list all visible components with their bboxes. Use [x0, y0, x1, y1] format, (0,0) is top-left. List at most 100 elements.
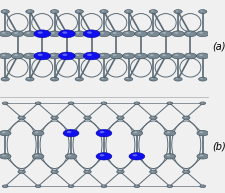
Circle shape [101, 78, 104, 79]
Circle shape [2, 185, 8, 188]
Circle shape [148, 10, 157, 14]
Circle shape [0, 31, 11, 37]
Circle shape [175, 10, 178, 12]
Circle shape [198, 77, 206, 81]
Circle shape [34, 30, 50, 38]
Circle shape [51, 116, 58, 119]
Circle shape [20, 171, 22, 172]
Circle shape [174, 32, 178, 34]
Circle shape [126, 78, 128, 79]
Circle shape [133, 102, 139, 105]
Circle shape [171, 53, 183, 59]
Circle shape [122, 31, 134, 37]
Circle shape [118, 117, 120, 118]
Circle shape [50, 10, 59, 14]
Circle shape [2, 32, 5, 34]
Circle shape [99, 10, 108, 14]
Circle shape [97, 31, 110, 37]
Circle shape [38, 31, 43, 34]
Circle shape [75, 77, 83, 81]
Circle shape [186, 54, 190, 56]
Circle shape [134, 31, 146, 37]
Circle shape [36, 185, 38, 186]
Circle shape [171, 31, 183, 37]
Circle shape [200, 10, 202, 12]
Circle shape [73, 31, 85, 37]
Circle shape [166, 155, 169, 156]
Circle shape [32, 154, 44, 159]
Circle shape [38, 54, 43, 56]
Circle shape [24, 31, 36, 37]
Circle shape [200, 102, 202, 103]
Circle shape [26, 54, 30, 56]
Circle shape [0, 154, 11, 159]
Circle shape [0, 53, 11, 59]
Circle shape [52, 10, 54, 12]
Circle shape [174, 54, 178, 56]
Circle shape [69, 102, 71, 103]
Circle shape [52, 78, 54, 79]
Circle shape [135, 185, 136, 186]
Circle shape [85, 117, 87, 118]
Circle shape [183, 117, 186, 118]
Circle shape [146, 53, 159, 59]
Circle shape [26, 32, 30, 34]
Circle shape [162, 32, 165, 34]
Circle shape [199, 102, 205, 105]
Circle shape [182, 116, 189, 119]
Circle shape [0, 130, 11, 136]
Circle shape [4, 185, 5, 186]
Circle shape [83, 170, 91, 174]
Circle shape [200, 185, 202, 186]
Circle shape [116, 116, 124, 119]
Circle shape [35, 155, 38, 156]
Circle shape [51, 32, 55, 34]
Circle shape [112, 32, 116, 34]
Circle shape [126, 10, 128, 12]
Circle shape [96, 153, 111, 160]
Circle shape [14, 32, 18, 34]
Circle shape [77, 10, 79, 12]
Circle shape [83, 30, 99, 38]
Circle shape [159, 31, 171, 37]
Circle shape [133, 132, 137, 133]
Circle shape [112, 54, 116, 56]
Circle shape [2, 155, 5, 156]
Circle shape [149, 32, 153, 34]
Circle shape [77, 78, 79, 79]
Circle shape [68, 155, 71, 156]
Circle shape [199, 185, 205, 188]
Circle shape [48, 53, 61, 59]
Circle shape [3, 10, 5, 12]
Circle shape [35, 185, 41, 188]
Circle shape [173, 10, 181, 14]
Circle shape [62, 31, 67, 34]
Circle shape [149, 54, 153, 56]
Circle shape [99, 77, 108, 81]
Circle shape [76, 32, 79, 34]
Circle shape [85, 171, 87, 172]
Circle shape [150, 78, 153, 79]
Circle shape [186, 32, 190, 34]
Circle shape [134, 53, 146, 59]
Circle shape [101, 102, 106, 105]
Circle shape [118, 171, 120, 172]
Circle shape [167, 185, 169, 186]
Circle shape [99, 131, 104, 133]
Circle shape [110, 53, 122, 59]
Circle shape [102, 102, 104, 103]
Circle shape [1, 10, 9, 14]
Circle shape [83, 52, 99, 60]
Circle shape [68, 102, 74, 105]
Circle shape [175, 78, 178, 79]
Circle shape [96, 130, 111, 137]
Circle shape [87, 31, 92, 34]
Circle shape [26, 10, 34, 14]
Circle shape [150, 10, 153, 12]
Circle shape [128, 153, 144, 160]
Circle shape [148, 77, 157, 81]
Circle shape [76, 54, 79, 56]
Circle shape [27, 78, 30, 79]
Circle shape [199, 132, 202, 133]
Circle shape [149, 116, 156, 119]
